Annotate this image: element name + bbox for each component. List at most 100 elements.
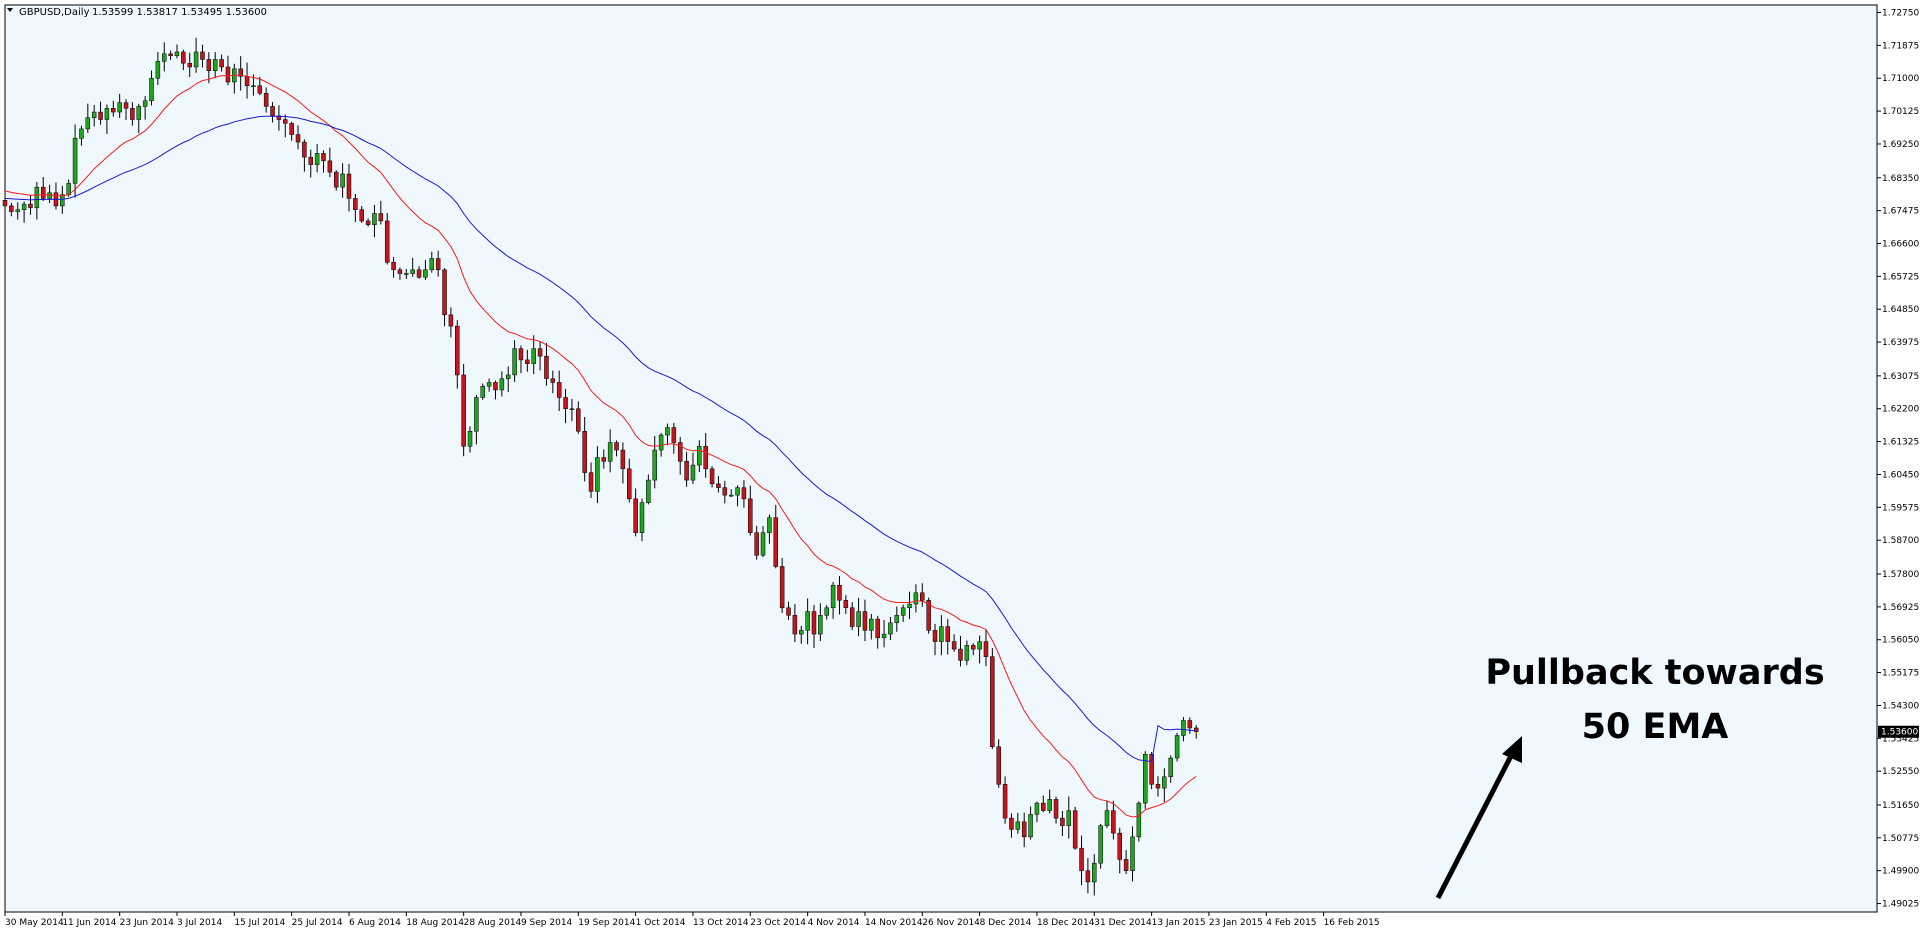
bull-candle <box>697 446 702 466</box>
bear-candle <box>1155 784 1161 789</box>
bull-candle <box>505 374 511 379</box>
bear-candle <box>556 382 562 398</box>
price-tick-label: 1.64850 <box>1882 305 1919 315</box>
bull-candle <box>486 382 492 387</box>
bull-candle <box>869 618 874 631</box>
bear-candle <box>996 746 1001 785</box>
price-tick-label: 1.55175 <box>1882 669 1919 679</box>
bear-candle <box>181 51 186 64</box>
bear-candle <box>970 645 976 650</box>
bull-candle <box>404 273 409 275</box>
bear-candle <box>1021 821 1027 838</box>
bear-candle <box>455 325 460 376</box>
time-tick-label: 13 Oct 2014 <box>693 918 749 928</box>
bull-candle <box>410 269 415 274</box>
chart-menu-triangle-icon[interactable] <box>7 8 13 12</box>
bear-candle <box>958 648 963 661</box>
price-tick-label: 1.49900 <box>1882 867 1919 877</box>
bull-candle <box>913 592 919 605</box>
time-tick-label: 23 Oct 2014 <box>750 918 806 928</box>
bear-candle <box>684 461 689 481</box>
bull-candle <box>174 51 180 56</box>
bull-candle <box>79 128 84 139</box>
bear-candle <box>786 607 791 616</box>
arrow-head-icon <box>1502 736 1522 763</box>
bear-candle <box>391 262 396 271</box>
bear-candle <box>926 600 931 631</box>
bear-candle <box>1149 754 1154 785</box>
bull-candle <box>894 615 900 624</box>
bull-candle <box>900 607 906 616</box>
bull-candle <box>1047 799 1052 811</box>
bull-candle <box>531 348 536 364</box>
bull-candle <box>824 607 829 616</box>
trend-arrow-shaft <box>1435 750 1516 900</box>
bear-candle <box>990 656 995 747</box>
bull-candle <box>512 348 517 376</box>
bull-candle <box>977 641 982 650</box>
bull-candle <box>881 633 887 639</box>
time-tick-label: 15 Jul 2014 <box>234 918 285 928</box>
bear-candle <box>257 85 263 94</box>
price-tick-label: 1.56050 <box>1882 636 1919 646</box>
bull-candle <box>155 61 161 79</box>
bull-candle <box>964 645 970 661</box>
bull-candle <box>1142 754 1148 804</box>
bull-candle <box>1168 757 1173 778</box>
bull-candle <box>735 487 740 496</box>
bull-candle <box>474 397 479 432</box>
bull-candle <box>760 532 766 556</box>
bear-candle <box>244 76 250 86</box>
bear-candle <box>263 93 269 107</box>
bull-candle <box>212 59 218 71</box>
bear-candle <box>295 134 301 143</box>
bull-candle <box>60 194 65 207</box>
bear-candle <box>365 220 371 225</box>
bear-candle <box>327 160 333 173</box>
bull-candle <box>340 173 345 188</box>
bear-candle <box>582 431 587 473</box>
bull-candle <box>1174 735 1180 759</box>
bull-candle <box>888 622 893 635</box>
price-tick-label: 1.53425 <box>1882 734 1919 744</box>
bull-candle <box>690 464 696 481</box>
bear-candle <box>811 611 817 635</box>
bear-candle <box>1041 802 1046 811</box>
ema-slow-line <box>4 115 1197 763</box>
bear-candle <box>741 487 747 500</box>
bear-candle <box>779 566 785 609</box>
bear-candle <box>525 359 530 364</box>
bull-candle <box>652 449 657 481</box>
bear-candle <box>837 585 842 601</box>
bear-candle <box>722 487 728 496</box>
bear-candle <box>359 209 364 222</box>
bear-candle <box>384 220 390 263</box>
candles-layer <box>2 37 1199 896</box>
bull-candle <box>1130 836 1135 871</box>
bear-candle <box>2 200 8 207</box>
bear-candle <box>716 483 721 488</box>
bear-candle <box>187 62 192 68</box>
bull-candle <box>429 258 435 271</box>
price-tick-label: 1.71000 <box>1882 74 1919 84</box>
price-tick-label: 1.68350 <box>1882 174 1919 184</box>
time-tick-label: 4 Nov 2014 <box>808 918 860 928</box>
bear-candle <box>442 269 447 316</box>
bull-candle <box>569 408 575 410</box>
bear-candle <box>920 592 925 601</box>
bull-candle <box>1034 802 1040 815</box>
bear-candle <box>397 269 403 274</box>
time-tick-label: 9 Sep 2014 <box>521 918 573 928</box>
price-tick-label: 1.67475 <box>1882 207 1919 217</box>
price-tick-label: 1.51650 <box>1882 801 1919 811</box>
bear-candle <box>773 517 779 567</box>
bull-candle <box>136 106 142 120</box>
chart-header: GBPUSD,Daily 1.53599 1.53817 1.53495 1.5… <box>7 7 267 18</box>
time-tick-label: 23 Jan 2015 <box>1209 918 1263 928</box>
bear-candle <box>1193 727 1199 732</box>
bear-candle <box>671 427 677 443</box>
bear-candle <box>709 468 715 485</box>
